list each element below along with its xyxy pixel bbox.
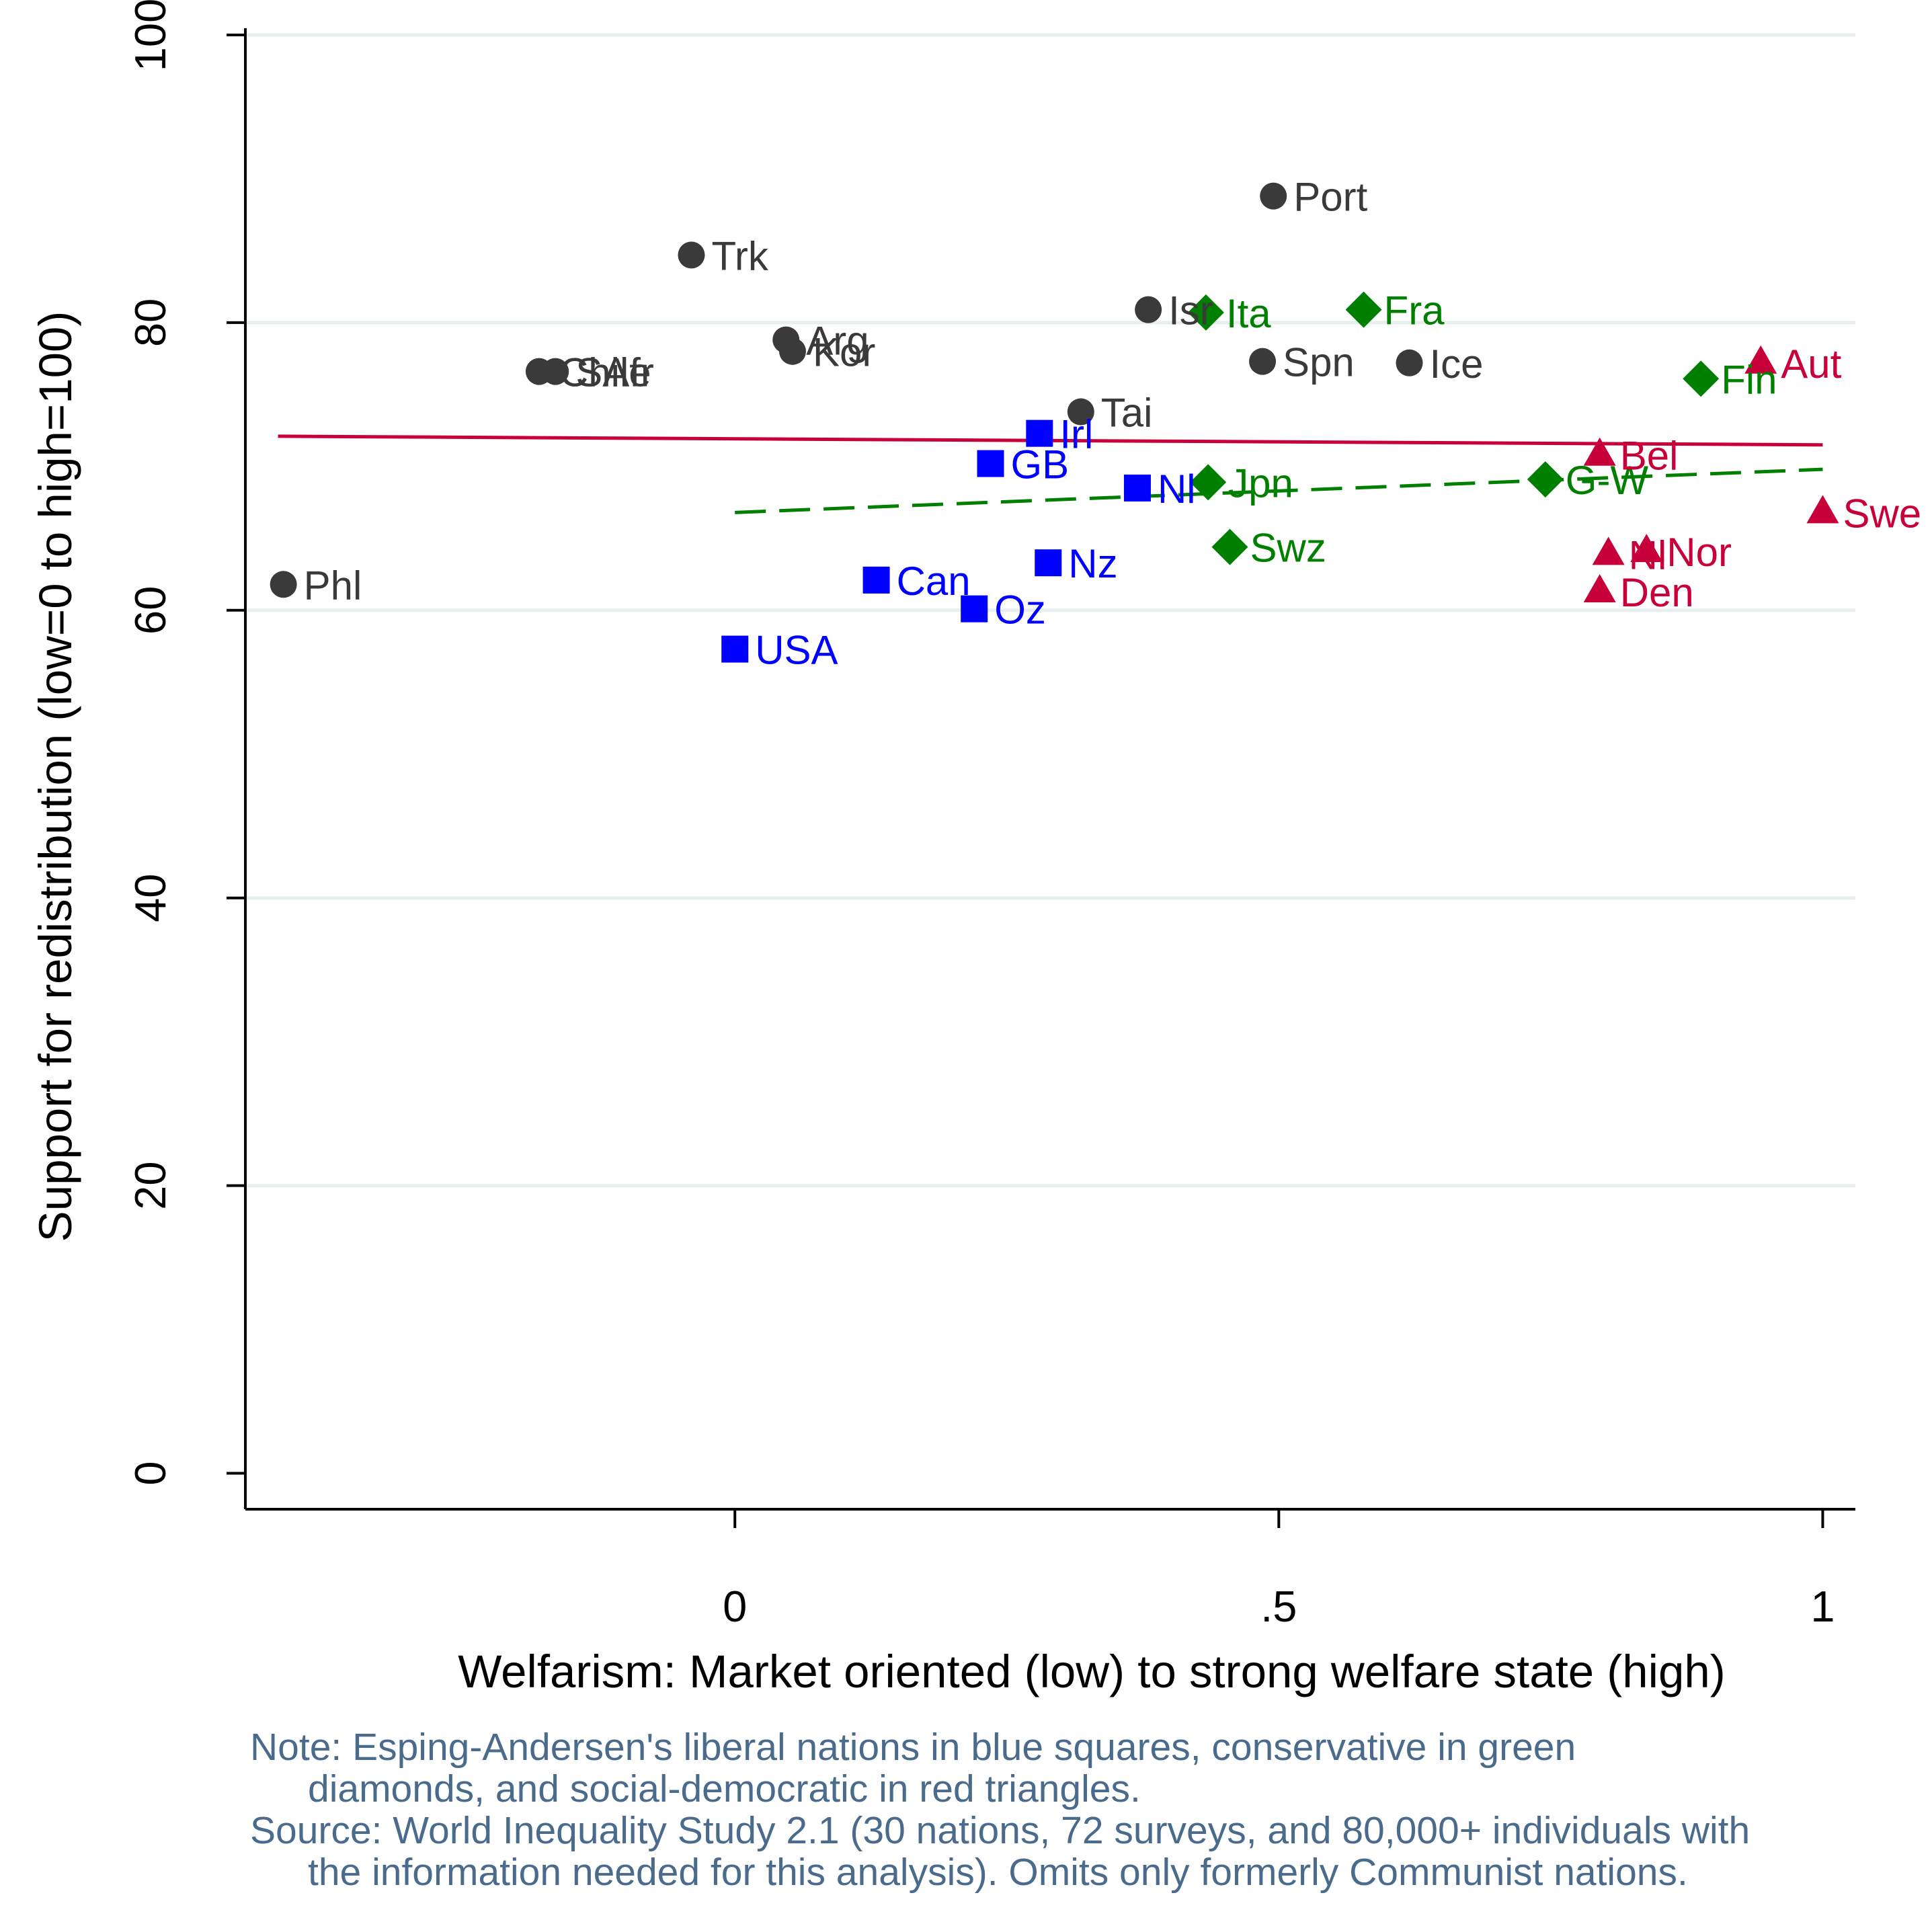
label-social_democratic-bel: Bel xyxy=(1620,434,1679,479)
label-liberal-can: Can xyxy=(897,559,971,604)
point-social_democratic-den xyxy=(1583,573,1616,602)
point-social_democratic-nl xyxy=(1592,536,1625,565)
label-conservative-g-w: G-W xyxy=(1566,458,1649,503)
y-tick-label-0: 0 xyxy=(126,1461,175,1485)
label-social_democratic-swe: Swe xyxy=(1843,491,1921,536)
fit-line-2 xyxy=(735,467,1823,514)
note-line-2: diamonds, and social-democratic in red t… xyxy=(308,1767,1141,1810)
tick-labels: 0 20 40 60 80 100 0 .5 1 xyxy=(126,0,1835,1631)
point-other-trk xyxy=(678,241,705,269)
point-other-spn xyxy=(1249,348,1277,375)
label-social_democratic-nor: Nor xyxy=(1666,530,1732,575)
point-other-safr xyxy=(542,358,569,385)
chart-note: Note: Esping-Andersen's liberal nations … xyxy=(250,1726,1917,1893)
y-axis-label: Support for redistribution (low=0 to hig… xyxy=(30,311,81,1242)
y-tick-label-80: 80 xyxy=(126,298,175,347)
label-other-chile: Chile xyxy=(559,350,651,395)
label-social_democratic-nl: Nl xyxy=(1629,532,1667,577)
label-conservative-fra: Fra xyxy=(1384,288,1445,333)
point-liberal-oz xyxy=(961,595,988,623)
label-liberal-nl: Nl xyxy=(1158,467,1196,512)
y-tick-label-40: 40 xyxy=(126,874,175,922)
label-other-isr: Isr xyxy=(1168,288,1213,333)
point-other-isr xyxy=(1135,296,1162,323)
point-liberal-usa xyxy=(721,635,749,663)
point-conservative-fin xyxy=(1683,360,1720,397)
label-social_democratic-den: Den xyxy=(1620,570,1694,615)
point-conservative-fra xyxy=(1345,291,1382,328)
y-tick-label-20: 20 xyxy=(126,1161,175,1209)
point-other-port xyxy=(1260,182,1287,210)
y-tick-label-100: 100 xyxy=(126,0,175,71)
label-conservative-fin: Fin xyxy=(1721,357,1777,402)
point-liberal-can xyxy=(862,566,890,594)
label-liberal-usa: USA xyxy=(755,628,838,673)
label-other-trk: Trk xyxy=(711,233,768,278)
point-conservative-g-w xyxy=(1527,461,1564,498)
note-line-1: Note: Esping-Andersen's liberal nations … xyxy=(250,1726,1576,1769)
label-other-ice: Ice xyxy=(1430,342,1484,387)
point-liberal-gb xyxy=(977,450,1004,477)
point-other-ice xyxy=(1396,349,1423,376)
label-conservative-ita: Ita xyxy=(1226,291,1271,336)
point-social_democratic-bel xyxy=(1583,437,1616,466)
point-social_democratic-aut xyxy=(1744,345,1777,374)
point-other-kor xyxy=(778,337,806,365)
gridlines xyxy=(247,33,1855,1188)
point-other-tai xyxy=(1067,398,1094,426)
point-conservative-jpn xyxy=(1190,464,1227,501)
x-tick-label-1: .5 xyxy=(1260,1582,1297,1631)
label-liberal-oz: Oz xyxy=(994,588,1046,633)
label-liberal-gb: GB xyxy=(1010,442,1069,487)
point-social_democratic-nor xyxy=(1630,534,1663,563)
label-other-safr: SAfr xyxy=(575,350,654,395)
source-line-1: Source: World Inequality Study 2.1 (30 n… xyxy=(250,1809,1750,1852)
label-conservative-jpn: Jpn xyxy=(1228,460,1293,506)
label-other-arg: Arg xyxy=(806,319,869,364)
point-liberal-nz xyxy=(1035,549,1062,577)
x-tick-label-2: 1 xyxy=(1810,1582,1835,1631)
label-conservative-swz: Swz xyxy=(1250,526,1326,571)
point-conservative-ita xyxy=(1187,294,1224,331)
label-other-tai: Tai xyxy=(1101,391,1153,436)
x-axis-label: Welfarism: Market oriented (low) to stro… xyxy=(458,1646,1725,1697)
label-other-spn: Spn xyxy=(1283,340,1355,385)
point-liberal-nl xyxy=(1123,474,1151,502)
label-other-phl: Phl xyxy=(304,563,362,608)
label-social_democratic-aut: Aut xyxy=(1781,342,1841,387)
label-other-port: Port xyxy=(1293,175,1367,220)
x-tick-label-0: 0 xyxy=(723,1582,747,1631)
label-liberal-irl: Irl xyxy=(1059,412,1093,457)
point-social_democratic-swe xyxy=(1806,495,1839,524)
axes xyxy=(227,28,1855,1528)
y-tick-label-60: 60 xyxy=(126,586,175,635)
source-line-2: the information needed for this analysis… xyxy=(308,1851,1688,1894)
data-points xyxy=(270,182,1839,663)
point-other-phl xyxy=(270,571,297,598)
point-conservative-swz xyxy=(1211,528,1248,565)
label-other-kor: Kor xyxy=(813,330,875,375)
label-liberal-nz: Nz xyxy=(1068,541,1117,586)
point-liberal-irl xyxy=(1026,419,1053,447)
